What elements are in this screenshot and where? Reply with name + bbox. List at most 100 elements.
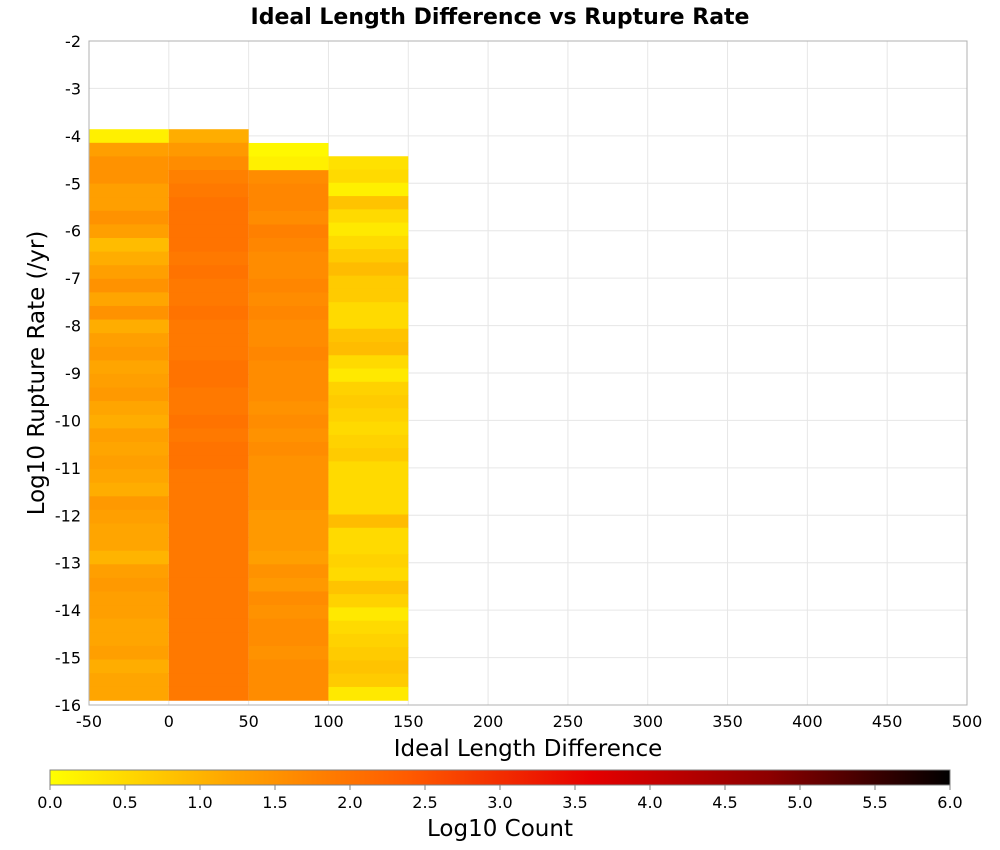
heat-cell xyxy=(328,541,409,555)
heat-cell xyxy=(248,645,329,660)
heat-cell xyxy=(168,632,249,647)
heat-cell xyxy=(248,496,329,511)
heat-cell xyxy=(168,645,249,660)
heat-cell xyxy=(328,222,409,237)
heat-cell xyxy=(89,387,169,402)
heat-cell xyxy=(89,577,169,592)
heat-cell xyxy=(89,197,169,212)
heat-cell xyxy=(328,474,409,489)
heat-cell xyxy=(168,346,249,361)
heat-cell xyxy=(168,305,249,321)
y-tick-label: -7 xyxy=(65,269,81,288)
y-tick-labels: -2 -3 -4 -5 -6 -7 -8 -9 -10 -11 -12 -13 -14 -15 -16 xyxy=(55,32,81,715)
heat-cell xyxy=(89,265,169,280)
heat-cell xyxy=(89,319,169,334)
heat-cell xyxy=(89,360,169,375)
x-tick-label: 50 xyxy=(238,712,258,731)
heat-cell xyxy=(89,373,169,389)
heat-cell xyxy=(328,169,409,184)
heat-cell xyxy=(248,523,329,538)
heat-cell xyxy=(248,673,329,688)
y-tick-label: -2 xyxy=(65,32,81,51)
heat-cell xyxy=(89,441,169,457)
x-tick-label: 250 xyxy=(553,712,584,731)
heat-cell xyxy=(168,387,249,402)
heat-cell xyxy=(168,224,249,239)
heat-cell xyxy=(248,319,329,334)
heat-cell xyxy=(89,618,169,633)
heat-cell xyxy=(89,605,169,620)
heat-cell xyxy=(248,183,329,198)
heat-cell xyxy=(89,673,169,688)
heat-cell xyxy=(248,537,329,552)
heat-cell xyxy=(89,686,169,701)
y-tick-label: -12 xyxy=(55,506,81,525)
heat-cell xyxy=(328,554,409,569)
heat-cell xyxy=(168,469,249,484)
heat-cell xyxy=(328,235,409,250)
heat-cell xyxy=(248,210,329,226)
heat-cell xyxy=(168,455,249,470)
heat-cell xyxy=(89,401,169,416)
heat-cell xyxy=(248,170,329,185)
y-tick-label: -9 xyxy=(65,364,81,383)
heat-cell xyxy=(328,633,409,648)
heat-cell xyxy=(89,346,169,361)
heat-cell xyxy=(89,142,169,157)
heat-cell xyxy=(248,387,329,402)
heat-cell xyxy=(89,591,169,606)
heat-cell xyxy=(328,209,409,224)
chart-title: Ideal Length Difference vs Rupture Rate xyxy=(251,5,750,30)
heat-cell xyxy=(168,373,249,389)
heat-cell xyxy=(328,196,409,210)
heat-cell xyxy=(328,673,409,688)
heat-cell xyxy=(248,550,329,565)
heat-cell xyxy=(89,129,169,144)
heat-cell xyxy=(328,647,409,661)
heat-cell xyxy=(168,496,249,511)
plot-frame xyxy=(88,40,968,706)
y-tick-label: -13 xyxy=(55,554,81,573)
x-tick-label: 100 xyxy=(313,712,344,731)
heat-cell xyxy=(89,632,169,647)
heat-cell xyxy=(328,381,409,396)
heat-cell xyxy=(328,580,409,595)
heat-cell xyxy=(168,237,249,253)
heat-cell xyxy=(89,210,169,225)
heat-cell xyxy=(328,501,409,515)
heat-cell xyxy=(328,302,409,316)
heat-cell xyxy=(168,319,249,334)
heat-cell xyxy=(248,577,329,593)
heat-cell xyxy=(328,660,409,675)
y-axis-label: Log10 Rupture Rate (/yr) xyxy=(24,231,50,516)
heat-cell xyxy=(168,183,249,198)
heat-cell xyxy=(328,395,409,409)
y-tick-label: -4 xyxy=(65,127,81,146)
heat-cell xyxy=(168,605,249,620)
heat-cell xyxy=(248,455,329,470)
x-tick-label: 450 xyxy=(872,712,903,731)
heat-cell xyxy=(89,455,169,470)
y-tick-label: -5 xyxy=(65,174,81,193)
x-tick-labels: -50 0 50 100 150 200 250 300 350 400 450 500 xyxy=(76,712,982,731)
heat-cell xyxy=(168,360,249,375)
heat-cell xyxy=(168,197,249,212)
colorbar-tick-label: 1.0 xyxy=(187,793,212,812)
heat-cell xyxy=(168,441,249,457)
y-tick-label: -10 xyxy=(55,411,81,430)
heat-cell xyxy=(328,182,409,197)
y-tick-label: -3 xyxy=(65,79,81,98)
heat-cell xyxy=(168,659,249,674)
heat-cell xyxy=(168,129,249,144)
heat-cell xyxy=(168,591,249,606)
heat-cell xyxy=(168,156,249,171)
heat-cell xyxy=(248,618,329,633)
colorbar-tick-label: 6.0 xyxy=(937,793,962,812)
heat-cell xyxy=(328,594,409,608)
heat-cell xyxy=(89,292,169,307)
heat-cell xyxy=(168,618,249,633)
heat-cell xyxy=(248,564,329,579)
heat-cell xyxy=(248,659,329,674)
heat-cell xyxy=(328,620,409,635)
